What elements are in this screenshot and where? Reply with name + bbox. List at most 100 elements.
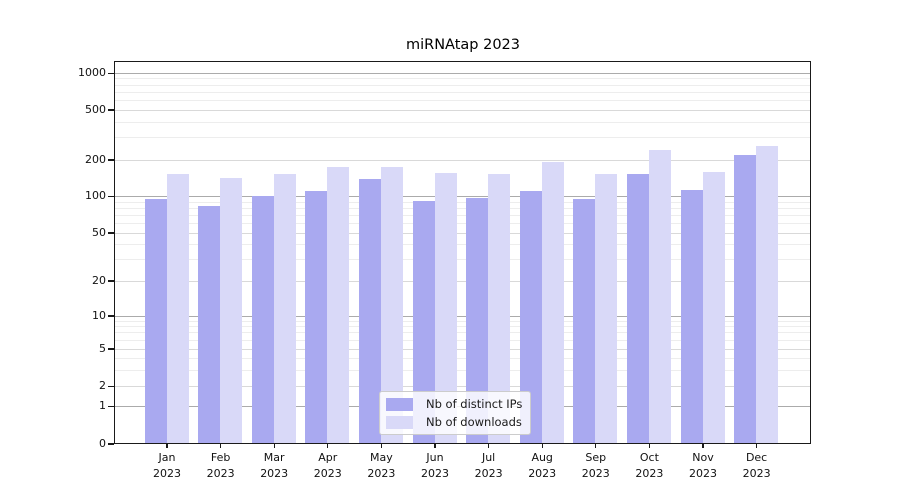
plot-area xyxy=(113,60,811,444)
gridline-200 xyxy=(114,159,810,161)
x-tick-label-jan-2023: Jan 2023 xyxy=(153,451,181,480)
legend-label-distinct-ips: Nb of distinct IPs xyxy=(426,397,523,411)
gridline-70 xyxy=(114,214,810,216)
bar-downloads-jul-2023 xyxy=(488,173,511,443)
legend-label-downloads: Nb of downloads xyxy=(426,415,522,429)
bar-distinct-ips-sep-2023 xyxy=(573,199,596,443)
bar-downloads-may-2023 xyxy=(380,167,403,443)
x-tick-label-mar-2023: Mar 2023 xyxy=(260,451,289,480)
gridline-3 xyxy=(114,369,810,371)
bar-distinct-ips-apr-2023 xyxy=(305,191,328,443)
x-tick-mark-oct xyxy=(648,443,650,448)
x-tick-label-sep-2023: Sep 2023 xyxy=(581,451,610,480)
y-tick-label-1: 1 xyxy=(99,399,106,412)
x-tick-label-jun-2023: Jun 2023 xyxy=(421,451,449,480)
gridline-10 xyxy=(114,315,810,317)
plot-inner xyxy=(114,62,810,443)
x-tick-label-jul-2023: Jul 2023 xyxy=(474,451,503,480)
x-tick-mark-nov xyxy=(702,443,704,448)
gridline-80 xyxy=(114,207,810,209)
gridline-100 xyxy=(114,196,810,198)
gridline-7 xyxy=(114,332,810,334)
bar-downloads-jun-2023 xyxy=(434,172,457,443)
y-tick-mark-10 xyxy=(108,315,114,317)
y-tick-label-0: 0 xyxy=(99,436,106,450)
y-tick-mark-2 xyxy=(108,386,114,388)
gridline-800 xyxy=(114,84,810,86)
y-tick-label-500: 500 xyxy=(85,102,106,116)
y-tick-mark-200 xyxy=(108,159,114,161)
gridline-20 xyxy=(114,280,810,282)
gridline-6 xyxy=(114,339,810,341)
y-tick-label-2: 2 xyxy=(99,379,106,393)
bar-downloads-nov-2023 xyxy=(702,171,725,443)
bar-downloads-sep-2023 xyxy=(595,174,618,443)
x-tick-mark-apr xyxy=(327,443,329,448)
y-tick-mark-1000 xyxy=(108,72,114,74)
gridline-1000 xyxy=(114,72,810,74)
bar-downloads-oct-2023 xyxy=(648,149,671,443)
bar-distinct-ips-aug-2023 xyxy=(519,191,542,443)
x-tick-mark-sep xyxy=(595,443,597,448)
x-tick-label-dec-2023: Dec 2023 xyxy=(742,451,771,480)
legend: Nb of distinct IPs Nb of downloads xyxy=(379,391,532,435)
bar-distinct-ips-jan-2023 xyxy=(144,198,167,443)
gridline-700 xyxy=(114,91,810,93)
x-tick-mark-dec xyxy=(756,443,758,448)
y-tick-mark-100 xyxy=(108,196,114,198)
y-tick-label-200: 200 xyxy=(85,152,106,166)
bar-downloads-feb-2023 xyxy=(220,177,243,443)
y-tick-label-50: 50 xyxy=(92,225,106,239)
x-tick-mark-jun xyxy=(434,443,436,448)
x-tick-label-oct-2023: Oct 2023 xyxy=(635,451,664,480)
y-tick-mark-20 xyxy=(108,280,114,282)
y-tick-mark-500 xyxy=(108,109,114,111)
x-tick-label-apr-2023: Apr 2023 xyxy=(313,451,342,480)
x-tick-label-aug-2023: Aug 2023 xyxy=(528,451,557,480)
y-tick-mark-50 xyxy=(108,232,114,234)
bar-distinct-ips-feb-2023 xyxy=(198,205,221,443)
y-tick-label-1000: 1000 xyxy=(78,65,106,79)
x-tick-mark-jan xyxy=(166,443,168,448)
gridline-50 xyxy=(114,232,810,234)
x-tick-mark-may xyxy=(380,443,382,448)
legend-item-downloads: Nb of downloads xyxy=(386,415,522,429)
bar-distinct-ips-dec-2023 xyxy=(734,155,757,443)
gridline-8 xyxy=(114,326,810,328)
bar-distinct-ips-oct-2023 xyxy=(626,173,649,443)
gridline-30 xyxy=(114,259,810,261)
gridline-60 xyxy=(114,222,810,224)
gridline-600 xyxy=(114,99,810,101)
y-tick-mark-1 xyxy=(108,405,114,408)
x-tick-mark-jul xyxy=(488,443,490,448)
y-tick-label-100: 100 xyxy=(85,189,106,203)
bar-distinct-ips-jul-2023 xyxy=(466,198,489,443)
gridline-90 xyxy=(114,201,810,203)
legend-item-distinct-ips: Nb of distinct IPs xyxy=(386,397,522,411)
gridline-900 xyxy=(114,78,810,80)
gridline-500 xyxy=(114,109,810,111)
y-tick-mark-5 xyxy=(108,348,114,350)
gridline-4 xyxy=(114,357,810,359)
gridline-300 xyxy=(114,137,810,139)
bar-distinct-ips-may-2023 xyxy=(358,179,381,443)
bar-downloads-jan-2023 xyxy=(166,173,189,443)
bar-distinct-ips-mar-2023 xyxy=(251,196,274,443)
bar-downloads-aug-2023 xyxy=(541,162,564,443)
x-tick-mark-feb xyxy=(220,443,222,448)
legend-swatch-distinct-ips xyxy=(386,397,413,411)
legend-swatch-downloads xyxy=(386,415,413,429)
y-tick-label-20: 20 xyxy=(92,273,106,287)
x-tick-label-nov-2023: Nov 2023 xyxy=(689,451,717,480)
gridline-400 xyxy=(114,121,810,123)
bar-downloads-mar-2023 xyxy=(273,173,296,443)
x-tick-label-may-2023: May 2023 xyxy=(367,451,396,480)
y-tick-mark-0 xyxy=(108,443,114,445)
bar-distinct-ips-nov-2023 xyxy=(680,190,703,443)
gridline-5 xyxy=(114,348,810,350)
gridline-9 xyxy=(114,320,810,322)
gridline-40 xyxy=(114,244,810,246)
y-tick-label-10: 10 xyxy=(92,308,106,322)
bar-distinct-ips-jun-2023 xyxy=(412,200,435,443)
